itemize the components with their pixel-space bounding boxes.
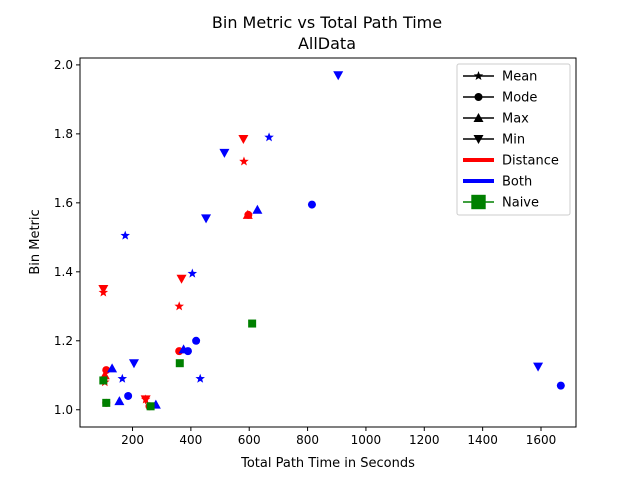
data-point-both-star [117,373,128,383]
x-tick-label: 400 [179,433,202,447]
data-point-both-triangle-down [128,359,139,369]
x-tick-label: 600 [238,433,261,447]
data-point-distance-triangle-down [140,395,151,405]
data-point-both-star [120,230,130,240]
data-point-naive-square [175,359,184,368]
legend-items: Mean Mode Max Min Distance Both Naive [463,70,559,211]
data-point-naive-square [102,398,111,407]
legend-marker-star [473,71,484,81]
data-point-both-circle [556,381,565,390]
x-tick-label: 200 [121,433,144,447]
legend-marker-triangle-down [473,135,484,144]
x-tick-label: 1400 [467,433,498,447]
legend-label: Mode [502,91,537,106]
legend-entry-max: Max [463,112,529,127]
chart-subtitle: AllData [298,34,356,53]
x-tick-label: 800 [296,433,319,447]
data-point-distance-star [174,301,184,311]
y-tick-label: 1.6 [54,196,73,210]
data-point-naive-square [248,319,257,328]
x-tick-label: 1000 [351,433,382,447]
data-point-distance-triangle-down [98,285,109,295]
axes-frame [79,57,577,428]
legend-label: Distance [502,154,559,169]
legend-marker-circle [474,93,483,101]
data-point-both-circle [307,200,316,209]
y-tick-label: 1.8 [54,127,73,141]
data-point-naive-square [146,402,155,411]
y-tick-label: 1.2 [54,334,73,348]
y-tick-label: 1.4 [54,265,73,279]
legend-box [456,63,571,216]
data-point-naive-square [99,376,108,385]
legend-entry-distance: Distance [463,154,559,169]
legend-marker-triangle-up [473,113,484,122]
legend-entry-both: Both [463,175,532,190]
data-point-both-triangle-down [533,362,544,372]
data-point-distance-triangle-down [176,274,187,284]
data-point-both-triangle-up [178,344,189,354]
data-point-both-triangle-down [201,214,212,224]
data-point-both-circle [192,336,201,345]
data-point-both-circle [124,391,133,400]
legend: Mean Mode Max Min Distance Both Naive [456,63,571,216]
data-point-both-star [264,132,274,142]
x-tick-label: 1200 [409,433,440,447]
y-axis-ticks: 1.0 1.2 1.4 1.6 1.8 2.0 [54,58,80,417]
legend-label: Min [502,133,525,148]
data-point-both-triangle-up [114,396,125,406]
chart-title: Bin Metric vs Total Path Time [212,13,442,32]
legend-marker-square [471,194,486,210]
legend-label: Mean [502,70,537,85]
y-tick-label: 2.0 [54,58,73,72]
legend-entry-min: Min [463,133,525,148]
data-point-both-triangle-down [219,148,230,158]
data-point-both-triangle-up [252,204,263,214]
x-tick-label: 1600 [526,433,557,447]
y-tick-label: 1.0 [54,403,73,417]
data-point-both-triangle-down [333,71,344,81]
data-point-distance-star [239,156,249,166]
y-axis-label: Bin Metric [28,209,43,274]
data-point-both-star [187,268,198,278]
legend-label: Both [502,175,532,190]
data-point-both-triangle-up [107,363,118,373]
data-point-distance-triangle-up [242,209,253,219]
data-point-distance-triangle-down [238,135,249,145]
legend-label: Max [502,112,529,127]
legend-entry-naive: Naive [463,194,539,211]
legend-label: Naive [502,196,539,211]
legend-entry-mode: Mode [463,91,537,106]
x-axis-label: Total Path Time in Seconds [240,456,415,471]
x-axis-ticks: 200 400 600 800 1000 1200 1400 1600 [121,427,556,447]
legend-entry-mean: Mean [463,70,537,85]
data-point-both-star [195,373,205,383]
data-markers [98,71,565,411]
